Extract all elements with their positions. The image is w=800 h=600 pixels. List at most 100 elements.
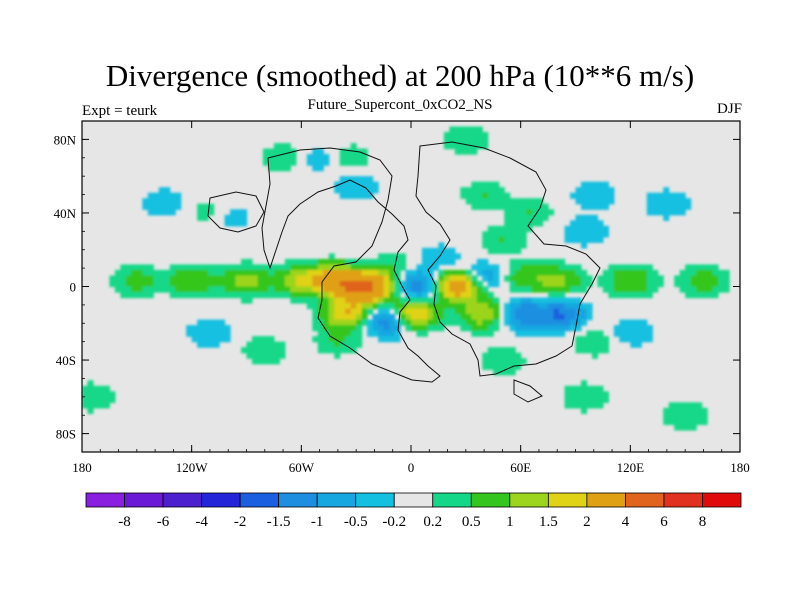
field-cell [482, 242, 489, 249]
field-cell [191, 292, 198, 299]
field-cell [432, 258, 440, 266]
field-cell [345, 148, 352, 155]
field-cell [378, 336, 385, 343]
field-cell [356, 314, 363, 321]
field-cell [586, 330, 593, 337]
field-cell [515, 269, 522, 277]
field-cell [542, 214, 549, 221]
field-cell [570, 231, 577, 238]
field-cell [345, 187, 352, 194]
field-cell [312, 269, 319, 277]
field-cell [493, 280, 500, 288]
field-cell [356, 258, 363, 266]
field-cell [312, 165, 319, 172]
field-cell [317, 325, 324, 332]
field-cell [460, 314, 467, 321]
field-cell [652, 209, 659, 216]
field-cell [454, 314, 461, 321]
field-cell [493, 181, 500, 188]
field-cell [131, 286, 138, 293]
field-cell [591, 203, 599, 210]
field-cell [646, 203, 653, 210]
field-cell [460, 126, 467, 133]
field-cell [498, 187, 505, 194]
field-cell [663, 407, 670, 414]
field-cell [646, 269, 653, 277]
field-cell [383, 275, 390, 282]
field-cell [619, 280, 626, 288]
x-tick-label: 60W [289, 460, 315, 475]
field-cell [202, 330, 209, 337]
field-cell [515, 214, 522, 221]
field-cell [356, 264, 363, 271]
field-cell [350, 275, 357, 282]
field-cell [273, 143, 280, 150]
field-cell [465, 292, 472, 299]
field-cell [164, 203, 171, 210]
field-cell [372, 319, 379, 326]
field-cell [701, 264, 708, 271]
field-cell [619, 264, 626, 271]
field-cell [339, 269, 346, 277]
colorbar-label: -1 [311, 514, 324, 530]
field-cell [707, 286, 714, 293]
field-cell [356, 292, 363, 299]
field-cell [87, 380, 94, 387]
field-cell [619, 319, 626, 326]
field-cell [421, 269, 429, 277]
field-cell [657, 275, 664, 282]
field-cell [301, 297, 308, 304]
field-cell [482, 352, 489, 359]
field-cell [515, 275, 522, 282]
field-cell [520, 225, 527, 232]
field-cell [356, 280, 363, 288]
field-cell [646, 330, 653, 337]
colorbar-label: 4 [622, 514, 630, 530]
continent-southwest-coastline [207, 191, 265, 233]
field-cell [334, 314, 341, 321]
field-cell [476, 314, 483, 321]
field-cell [465, 319, 472, 326]
field-cell [564, 319, 571, 326]
field-cell [400, 297, 407, 304]
field-cell [383, 297, 390, 304]
field-cell [553, 269, 560, 277]
field-cell [405, 280, 412, 288]
field-cell [619, 325, 626, 332]
field-cell [696, 286, 703, 293]
field-cell [602, 396, 609, 403]
field-cell [537, 319, 544, 326]
field-cell [411, 275, 418, 282]
field-cell [339, 297, 346, 304]
field-cell [482, 308, 489, 315]
field-cell [476, 143, 483, 150]
field-cell [361, 303, 368, 310]
field-cell [284, 292, 291, 299]
field-cell [707, 275, 714, 282]
field-cell [537, 325, 544, 332]
field-cell [251, 336, 259, 343]
field-cell [438, 275, 445, 282]
field-cell [334, 347, 341, 354]
field-cell [646, 336, 653, 343]
field-cell [712, 275, 719, 282]
field-cell [164, 269, 171, 277]
field-cell [663, 203, 670, 210]
field-cell [663, 192, 670, 199]
field-cell [575, 198, 582, 205]
field-cell [586, 341, 593, 348]
field-cell [482, 198, 489, 205]
field-cell [169, 292, 176, 299]
field-cell [482, 303, 489, 310]
field-cell [674, 203, 681, 210]
field-cell [262, 159, 270, 166]
field-cell [350, 303, 357, 310]
field-cell [482, 181, 489, 188]
field-cell [515, 286, 522, 293]
field-cell [279, 280, 286, 288]
field-cell [575, 220, 582, 227]
field-cell [82, 402, 89, 409]
field-cell [268, 148, 275, 155]
field-cell [696, 418, 703, 426]
